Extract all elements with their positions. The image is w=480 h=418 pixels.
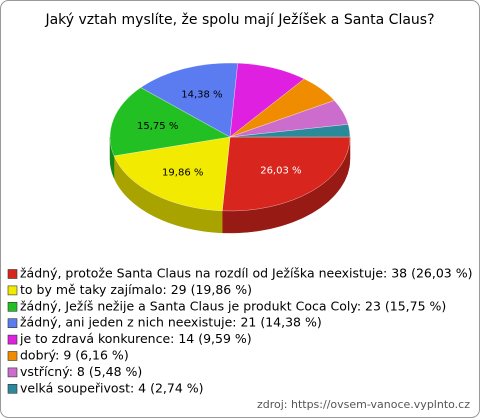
legend-swatch <box>7 285 18 296</box>
legend-swatch <box>7 351 18 361</box>
slice-label: 15,75 % <box>137 121 178 132</box>
slice-label: 14,38 % <box>181 90 222 101</box>
chart-title: Jaký vztah myslíte, že spolu mají Ježíše… <box>44 12 434 28</box>
legend-swatch <box>7 367 18 378</box>
legend-label: vstřícný: 8 (5,48 %) <box>20 364 142 379</box>
legend-label: velká soupeřivost: 4 (2,74 %) <box>20 380 204 395</box>
legend-label: žádný, protože Santa Claus na rozdíl od … <box>20 266 472 281</box>
legend-swatch <box>7 383 18 394</box>
slice <box>113 136 231 211</box>
source: zdroj: https://ovsem-vanoce.vyplnto.cz <box>257 398 470 411</box>
slice-label: 26,03 % <box>260 165 301 176</box>
slice <box>222 136 351 212</box>
slice <box>140 62 238 138</box>
legend: žádný, protože Santa Claus na rozdíl od … <box>7 266 472 395</box>
legend-swatch <box>7 301 18 312</box>
legend-label: to by mě taky zajímalo: 29 (19,86 %) <box>20 282 252 297</box>
slice-label: 19,86 % <box>162 167 203 178</box>
legend-label: žádný, Ježíš nežije a Santa Claus je pro… <box>20 298 446 313</box>
slice <box>109 87 231 157</box>
legend-label: je to zdravá konkurence: 14 (9,59 %) <box>19 331 252 346</box>
legend-label: dobrý: 9 (6,16 %) <box>20 348 129 363</box>
legend-swatch <box>7 318 18 329</box>
pie: 26,03 % 19,86 % 15,75 % 14,38 % <box>109 62 351 234</box>
legend-swatch <box>7 269 18 279</box>
legend-label: žádný, ani jeden z nich neexistuje: 21 (… <box>20 315 322 330</box>
legend-swatch <box>7 334 18 345</box>
slice <box>229 124 351 138</box>
